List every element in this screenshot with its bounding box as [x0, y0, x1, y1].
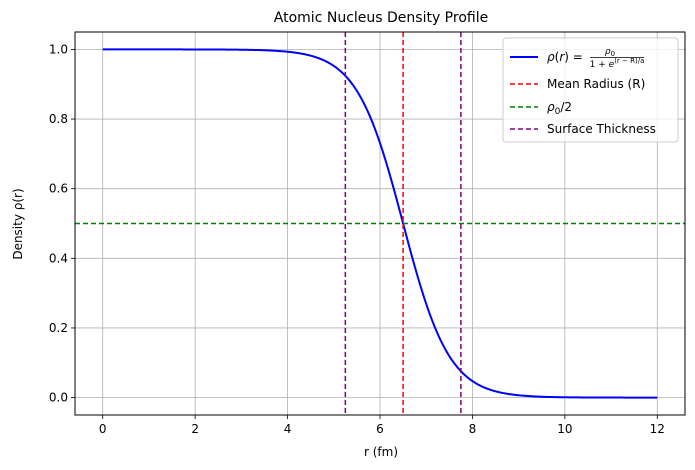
x-tick-label: 2 [191, 422, 199, 436]
y-tick-label: 0.8 [49, 112, 68, 126]
y-axis-label: Density ρ(r) [11, 188, 25, 259]
legend-label-half-density: ρ0/2 [547, 100, 572, 117]
legend-formula-numerator: ρ0 [605, 47, 615, 58]
x-tick-label: 10 [557, 422, 572, 436]
y-tick-label: 0.6 [49, 182, 68, 196]
y-tick-label: 0.0 [49, 391, 68, 405]
x-tick-label: 12 [650, 422, 665, 436]
chart-title: Atomic Nucleus Density Profile [274, 10, 488, 26]
legend-label-mean-radius: Mean Radius (R) [547, 77, 645, 91]
legend-box [502, 37, 679, 143]
y-tick-label: 0.2 [49, 321, 68, 335]
legend: ρ(r) = ρ0 1 + e(r − R)/a Mean Radius (R)… [502, 37, 679, 143]
legend-label-surface-thickness: Surface Thickness [547, 122, 656, 136]
x-tick-label: 4 [284, 422, 292, 436]
y-tick-label: 1.0 [49, 42, 68, 56]
x-tick-label: 8 [469, 422, 477, 436]
x-tick-label: 0 [99, 422, 107, 436]
x-tick-label: 6 [376, 422, 384, 436]
legend-label-curve: ρ(r) = [547, 50, 583, 64]
plot-content [75, 32, 685, 415]
y-tick-label: 0.4 [49, 251, 68, 265]
density-curve [102, 48, 658, 399]
ticks: 0 2 4 6 8 10 12 0.0 0.2 0.4 0.6 0.8 1.0 [49, 42, 665, 436]
x-axis-label: r (fm) [364, 445, 398, 459]
